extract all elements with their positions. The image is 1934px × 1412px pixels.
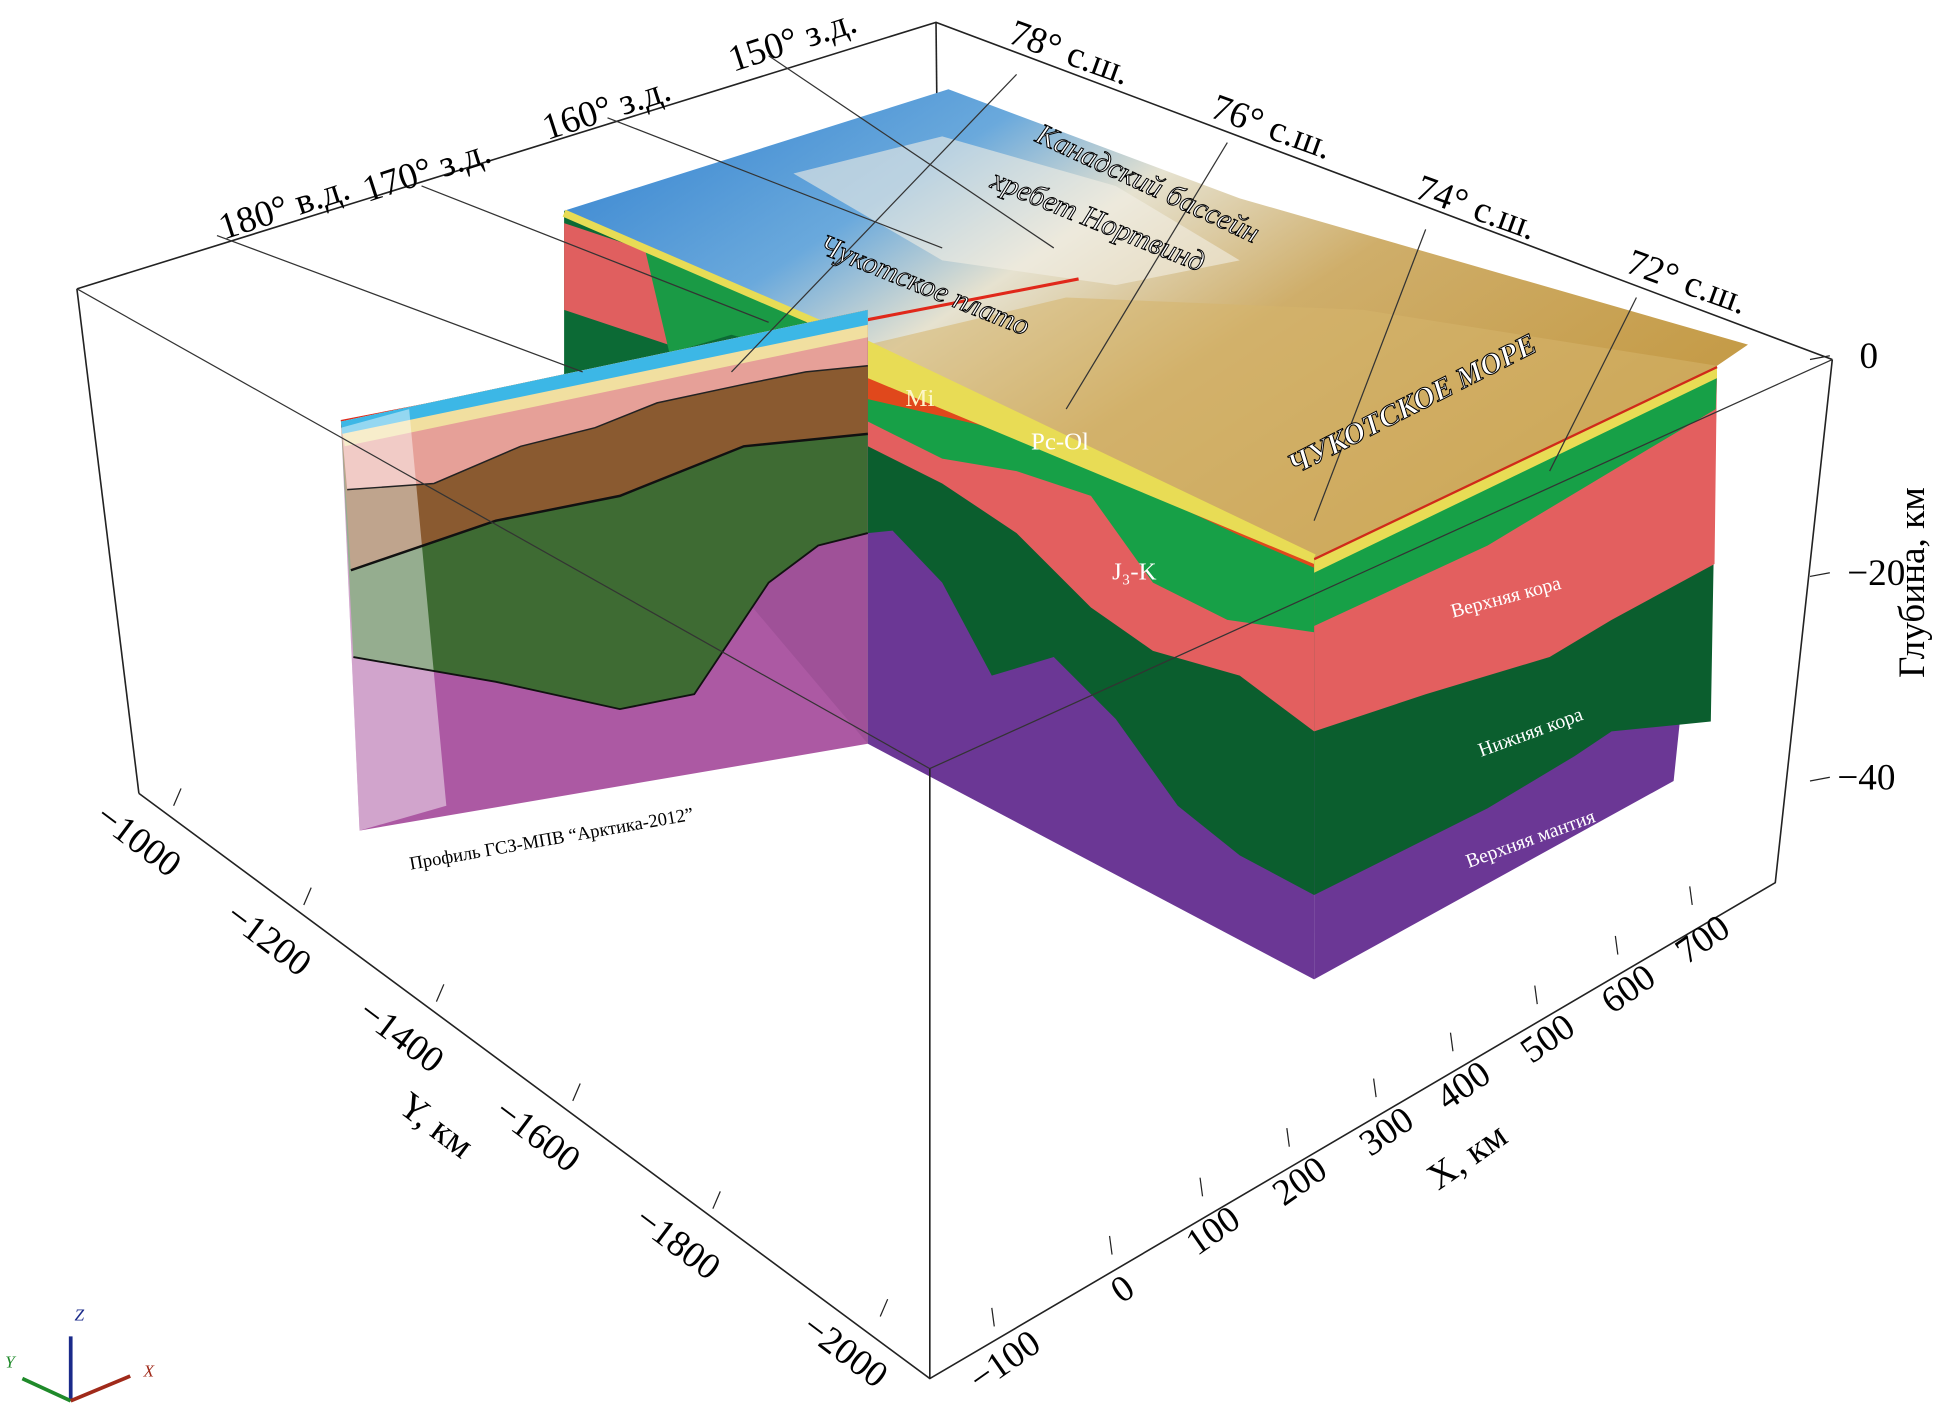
triad-label: X xyxy=(143,1361,156,1380)
x-tick-label: 300 xyxy=(1352,1099,1421,1165)
y-axis-label: Y, км xyxy=(391,1085,481,1167)
x-tick-label: 600 xyxy=(1594,957,1663,1023)
tick-mark xyxy=(712,1191,721,1209)
tick-mark xyxy=(1108,1235,1113,1255)
depth-tick-label: −40 xyxy=(1837,758,1895,799)
triad-label: Y xyxy=(5,1353,17,1372)
tick-mark xyxy=(435,984,445,1002)
y-tick-label: −1600 xyxy=(487,1091,588,1181)
x-tick-label: 400 xyxy=(1429,1053,1498,1119)
y-tick-label: −1200 xyxy=(218,895,319,985)
graticule-line xyxy=(1549,297,1637,472)
layer-label: Mi xyxy=(905,385,934,412)
graticule-line xyxy=(76,288,931,770)
y-tick-label: −1800 xyxy=(627,1198,728,1288)
x-tick-label: 700 xyxy=(1668,907,1737,973)
tick-mark xyxy=(173,788,182,807)
water-profile xyxy=(340,309,868,434)
y-tick-label: −1400 xyxy=(351,991,452,1081)
box-edge xyxy=(138,359,1834,1380)
tick-mark xyxy=(1809,776,1830,782)
profile-boundary xyxy=(347,364,868,491)
red-line xyxy=(1313,365,1718,561)
profile-boundary xyxy=(353,532,869,711)
x-tick-label: 500 xyxy=(1513,1006,1582,1072)
latitude-label: 74° с.ш. xyxy=(1410,167,1542,248)
depth-tick-label: 0 xyxy=(1860,336,1879,377)
graticule-line xyxy=(768,55,1055,249)
tick-mark xyxy=(1614,935,1619,955)
graticule-line xyxy=(607,117,943,249)
tick-mark xyxy=(1286,1128,1290,1147)
latitude-label: 72° с.ш. xyxy=(1621,242,1753,323)
tick-mark xyxy=(1689,886,1693,906)
graticule-line xyxy=(1065,142,1228,410)
triad-y xyxy=(21,1376,72,1403)
triad-label: Z xyxy=(75,1306,85,1325)
longitude-label: 180° в.д. xyxy=(214,168,355,249)
tick-mark xyxy=(1809,355,1830,361)
depth-tick-label: −20 xyxy=(1847,553,1905,594)
graticule-line xyxy=(216,234,583,373)
layer-label: Pc-Ol xyxy=(1031,428,1089,455)
graticule-line xyxy=(731,73,1018,373)
tick-mark xyxy=(1199,1177,1204,1197)
tick-mark xyxy=(1373,1078,1377,1098)
tick-mark xyxy=(572,1083,581,1102)
mi-face xyxy=(1314,365,1718,573)
ridge-highlight xyxy=(793,136,1240,286)
x-tick-label: 0 xyxy=(1103,1267,1142,1311)
triad-x xyxy=(69,1374,131,1403)
shelf-zone xyxy=(867,297,1718,558)
tick-mark xyxy=(1534,985,1538,1005)
jk-face xyxy=(1314,365,1718,627)
x-tick-label: 100 xyxy=(1179,1198,1248,1264)
tick-mark xyxy=(1449,1032,1454,1052)
longitude-label: 150° з.д. xyxy=(723,1,861,81)
graticule-line xyxy=(929,358,1833,770)
tick-mark xyxy=(991,1307,995,1327)
depth-axis-label: Глубина, км xyxy=(1892,487,1933,678)
profile-wedge xyxy=(340,409,447,831)
x-axis-label: X, км xyxy=(1420,1115,1515,1199)
layer-label: J₃-K xyxy=(1112,559,1157,586)
graticule-line xyxy=(421,185,769,323)
longitude-label: 170° з.д. xyxy=(358,131,496,211)
x-tick-label: 200 xyxy=(1265,1149,1334,1215)
latitude-label: 76° с.ш. xyxy=(1206,87,1338,168)
tick-mark xyxy=(1809,572,1830,578)
y-tick-label: −1000 xyxy=(88,796,189,886)
y-tick-label: −2000 xyxy=(794,1306,895,1396)
tick-mark xyxy=(303,887,312,906)
profile-boundary xyxy=(350,432,868,572)
tick-mark xyxy=(879,1298,889,1317)
latitude-label: 78° с.ш. xyxy=(1004,12,1136,93)
box-edge xyxy=(76,288,140,794)
graticule-line xyxy=(1313,229,1427,521)
